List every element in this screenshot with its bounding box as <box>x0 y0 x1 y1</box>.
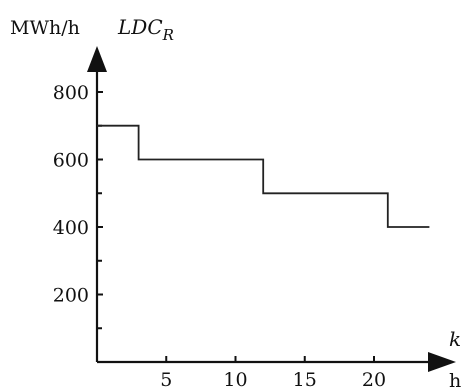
y-ticks: 200 400 600 800 <box>53 82 103 330</box>
ldc-step-line <box>97 124 430 228</box>
x-tick-label: 15 <box>293 369 317 391</box>
x-var-label: k <box>449 327 461 351</box>
x-tick-label: 5 <box>160 369 172 391</box>
y-tick-label: 400 <box>53 217 89 239</box>
y-var-subscript: R <box>162 26 174 44</box>
x-axis-arrow-icon <box>428 352 456 372</box>
y-var-label: LDCR <box>117 15 174 44</box>
y-tick-label: 200 <box>53 285 89 307</box>
x-unit-label: h <box>449 370 461 391</box>
y-tick-label: 600 <box>53 150 89 172</box>
x-tick-label: 20 <box>362 369 386 391</box>
y-axis-arrow-icon <box>87 46 107 72</box>
x-ticks: 5 10 15 20 <box>160 356 386 391</box>
x-tick-label: 10 <box>223 369 247 391</box>
y-tick-label: 800 <box>53 82 89 104</box>
y-var-main: LDC <box>117 15 163 39</box>
y-unit-label: MWh/h <box>10 17 80 39</box>
